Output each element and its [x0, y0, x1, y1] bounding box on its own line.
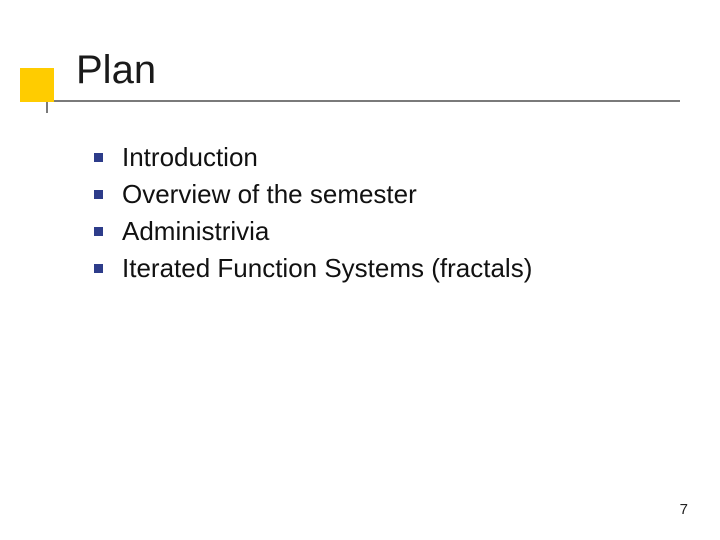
- bullet-list: Introduction Overview of the semester Ad…: [90, 140, 660, 286]
- list-item: Administrivia: [90, 214, 660, 249]
- accent-square: [20, 68, 54, 102]
- slide: Plan Introduction Overview of the semest…: [0, 0, 720, 540]
- title-underline: [46, 100, 680, 102]
- list-item: Iterated Function Systems (fractals): [90, 251, 660, 286]
- page-number: 7: [680, 501, 688, 518]
- body-block: Introduction Overview of the semester Ad…: [90, 140, 660, 288]
- slide-title: Plan: [76, 48, 156, 93]
- list-item: Introduction: [90, 140, 660, 175]
- title-underline-tick: [46, 101, 48, 113]
- list-item: Overview of the semester: [90, 177, 660, 212]
